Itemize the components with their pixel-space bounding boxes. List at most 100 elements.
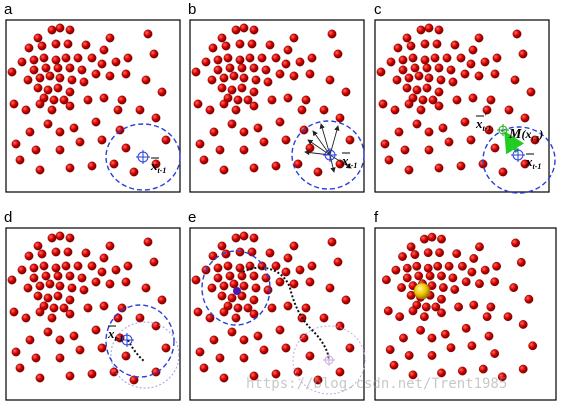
particle xyxy=(52,56,60,64)
particle xyxy=(443,54,451,62)
particle xyxy=(334,258,342,266)
particle xyxy=(425,146,433,154)
particle xyxy=(525,295,533,303)
particle xyxy=(80,286,88,294)
particle xyxy=(449,78,457,86)
particle xyxy=(84,304,92,312)
particle xyxy=(12,348,20,356)
particle xyxy=(425,24,433,32)
particle xyxy=(475,243,483,251)
particle xyxy=(40,262,48,270)
particle xyxy=(248,40,256,48)
particle xyxy=(210,128,218,136)
particle xyxy=(268,304,276,312)
particle xyxy=(100,94,108,102)
particle xyxy=(246,262,254,270)
particle xyxy=(422,303,430,311)
particle xyxy=(493,54,501,62)
particle xyxy=(66,310,74,318)
particle xyxy=(491,278,499,286)
particle xyxy=(401,146,409,154)
particle xyxy=(250,272,258,280)
particle xyxy=(387,58,395,66)
particle xyxy=(254,124,262,132)
particle xyxy=(226,272,234,280)
particle xyxy=(92,118,100,126)
particle xyxy=(423,84,431,92)
particle xyxy=(46,280,54,288)
particle xyxy=(150,258,158,266)
particle xyxy=(100,254,108,262)
particle xyxy=(144,30,152,38)
particle xyxy=(314,168,322,176)
particle xyxy=(78,66,86,74)
particle xyxy=(431,54,439,62)
particle xyxy=(491,349,499,357)
particle xyxy=(308,54,316,62)
particle xyxy=(232,234,240,242)
particle xyxy=(481,266,489,274)
particle xyxy=(234,304,242,312)
particle xyxy=(56,74,64,82)
particle xyxy=(250,26,258,34)
particle xyxy=(252,76,260,84)
particle xyxy=(407,42,415,50)
particle xyxy=(298,106,306,114)
particle xyxy=(36,374,44,382)
particle xyxy=(302,304,310,312)
particle xyxy=(240,74,248,82)
particle xyxy=(449,274,457,282)
particle xyxy=(88,262,96,270)
particle xyxy=(423,64,431,72)
particle xyxy=(453,96,461,104)
particle xyxy=(112,58,120,66)
particle xyxy=(238,64,246,72)
particle xyxy=(491,70,499,78)
particle xyxy=(282,136,290,144)
particle xyxy=(505,106,513,114)
particle xyxy=(342,296,350,304)
particle xyxy=(98,344,106,352)
particle xyxy=(30,66,38,74)
particle xyxy=(384,307,392,315)
particle xyxy=(421,40,429,48)
particle xyxy=(403,264,411,272)
particle xyxy=(272,262,280,270)
particle xyxy=(437,272,445,280)
particle xyxy=(46,72,54,80)
particle xyxy=(48,26,56,34)
particle xyxy=(240,282,248,290)
particle xyxy=(428,351,436,359)
particle xyxy=(250,296,258,304)
particle xyxy=(36,74,44,82)
particle xyxy=(82,249,90,257)
particle xyxy=(25,44,33,52)
particle xyxy=(226,64,234,72)
particle xyxy=(62,54,70,62)
particle xyxy=(268,96,276,104)
particle xyxy=(458,367,466,375)
particle xyxy=(306,278,314,286)
particle xyxy=(66,64,74,72)
particle xyxy=(56,282,64,290)
particle xyxy=(240,232,248,240)
particle xyxy=(70,332,78,340)
particle xyxy=(475,280,483,288)
particle xyxy=(22,106,30,114)
particle xyxy=(527,88,535,96)
particle xyxy=(236,56,244,64)
particle xyxy=(50,304,58,312)
particle xyxy=(399,66,407,74)
particle xyxy=(100,302,108,310)
particle xyxy=(142,76,150,84)
particle xyxy=(437,295,445,303)
particle xyxy=(328,30,336,38)
particle xyxy=(513,30,521,38)
particle xyxy=(461,70,469,78)
particle xyxy=(162,136,170,144)
particle xyxy=(510,283,518,291)
particle xyxy=(306,70,314,78)
particle xyxy=(282,268,290,276)
particle xyxy=(158,88,166,96)
